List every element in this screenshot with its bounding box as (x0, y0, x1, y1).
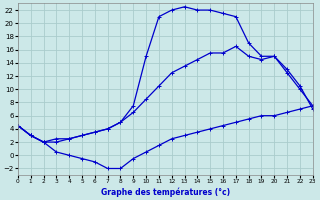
X-axis label: Graphe des températures (°c): Graphe des températures (°c) (101, 187, 230, 197)
